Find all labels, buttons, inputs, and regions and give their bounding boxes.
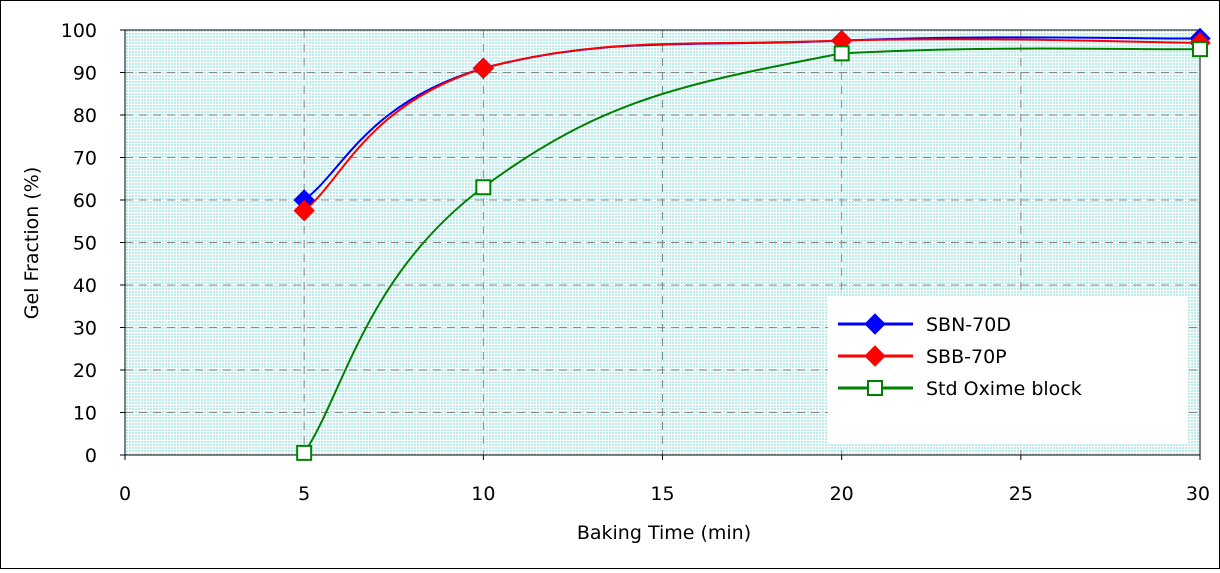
legend-marker — [864, 313, 886, 335]
x-tick-label: 25 — [1009, 483, 1033, 505]
x-axis-label: Baking Time (min) — [577, 522, 751, 544]
legend-label: SBN-70D — [926, 314, 1011, 336]
tick-labels: 0 10 20 30 40 50 60 70 80 90 100 0 5 10 15 20 25 30 — [61, 20, 1210, 505]
legend-marker — [864, 345, 886, 367]
data-point-series-1 — [472, 57, 495, 79]
legend: SBN-70D SBB-70P Std Oxime block — [828, 296, 1188, 444]
x-tick-label: 5 — [298, 483, 310, 505]
legend-marker — [867, 380, 883, 396]
y-tick-label: 20 — [73, 360, 97, 382]
y-tick-label: 90 — [73, 63, 97, 85]
data-point-series-2 — [1192, 41, 1208, 58]
x-tick-label: 0 — [119, 483, 131, 505]
legend-box — [828, 296, 1188, 444]
series-line-2 — [303, 47, 1201, 454]
y-tick-label: 40 — [73, 275, 97, 297]
data-point-series-2 — [475, 179, 492, 196]
data-point-series-2 — [296, 444, 313, 461]
data-point-series-1 — [293, 199, 315, 222]
series-line-1 — [303, 38, 1201, 212]
grid-lines — [125, 30, 1200, 455]
y-tick-label: 70 — [73, 148, 97, 170]
y-tick-label: 80 — [73, 105, 97, 127]
legend-label: SBB-70P — [926, 346, 1007, 368]
x-tick-label: 20 — [830, 483, 854, 505]
data-markers — [293, 27, 1211, 461]
y-tick-label: 100 — [61, 20, 97, 42]
x-tick-label: 15 — [650, 483, 674, 505]
y-tick-label: 60 — [73, 190, 97, 212]
y-axis-label: Gel Fraction (%) — [21, 167, 43, 320]
y-tick-label: 0 — [85, 445, 97, 467]
y-tick-label: 30 — [73, 318, 97, 340]
x-tick-label: 10 — [471, 483, 495, 505]
data-point-series-2 — [833, 45, 850, 62]
y-tick-label: 50 — [73, 233, 97, 255]
y-tick-label: 10 — [73, 403, 97, 425]
legend-label: Std Oxime block — [926, 378, 1082, 400]
x-tick-label: 30 — [1186, 483, 1210, 505]
series-lines — [303, 36, 1201, 454]
